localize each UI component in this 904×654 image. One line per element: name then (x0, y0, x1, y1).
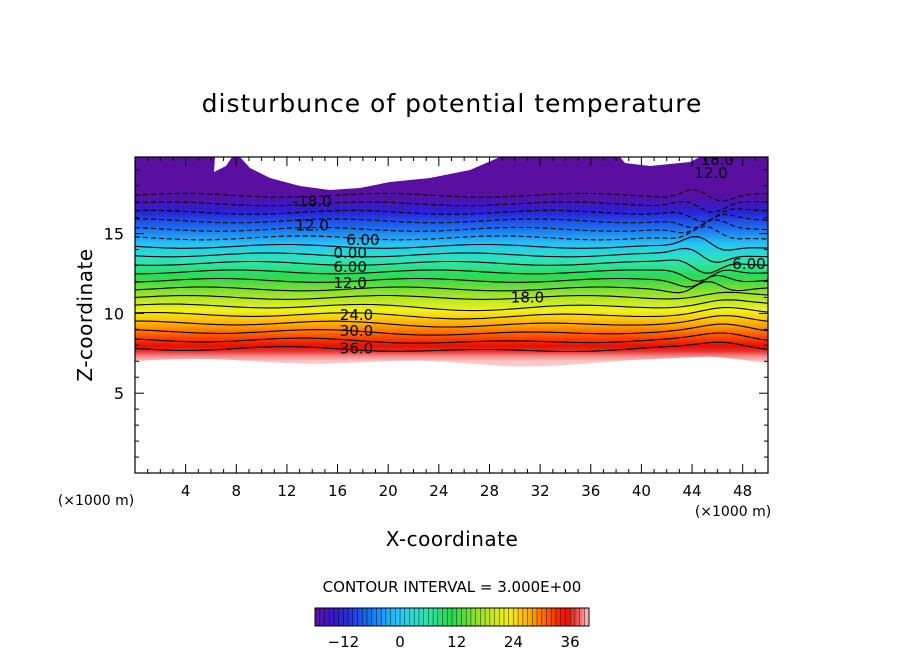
contour-line-3 (135, 247, 768, 263)
x-tick-label-40: 40 (632, 482, 651, 500)
y-axis-label: Z-coordinate (73, 248, 97, 381)
contour-line-6 (135, 259, 768, 274)
y-tick-label-15: 15 (104, 225, 124, 244)
contour-line-27 (135, 315, 768, 328)
contour-line-neg18 (135, 189, 768, 202)
contour-line-33 (135, 332, 768, 344)
undefined-patches (214, 157, 700, 190)
colorbar-segments (319, 608, 585, 626)
contour-line-12 (135, 274, 768, 288)
y-axis: 5 10 15 (104, 169, 768, 458)
contour-label-13: 6.00 (732, 255, 765, 273)
x-tick-label-36: 36 (581, 482, 600, 500)
colorbar-tick-label-1: 0 (395, 633, 405, 651)
contour-interval-text: CONTOUR INTERVAL = 3.000E+00 (323, 578, 582, 596)
contour-line-neg6 (135, 219, 768, 234)
contour-line-neg3 (135, 225, 768, 241)
contour-lines (135, 189, 768, 353)
contour-label-1: -18.0 (293, 193, 332, 211)
contour-line-neg9 (135, 213, 768, 229)
y-tick-label-10: 10 (104, 304, 124, 323)
contour-line-neg15 (135, 200, 768, 213)
contour-line-9 (135, 269, 768, 282)
contour-label-12: 12.0 (694, 164, 727, 182)
undefined-patch-2 (214, 157, 232, 172)
contour-label-5: 6.00 (333, 258, 366, 276)
x-axis-label: X-coordinate (386, 527, 519, 551)
x-tick-label-24: 24 (429, 482, 448, 500)
undefined-patch-3 (620, 157, 700, 166)
contour-label-2: 12.0 (295, 217, 328, 235)
contour-label-7: 18.0 (511, 288, 544, 306)
x-tick-label-8: 8 (232, 482, 242, 500)
x-tick-label-12: 12 (277, 482, 296, 500)
contour-label-10: 36.0 (340, 340, 373, 358)
colorbar-ticks: −12 0 12 24 36 (328, 633, 580, 651)
contour-line-15 (135, 281, 768, 294)
colorbar-tick-label-0: −12 (328, 633, 360, 651)
undefined-patch-1 (240, 157, 500, 190)
x-tick-label-48: 48 (733, 482, 752, 500)
contour-label-4: 0.00 (333, 244, 366, 262)
contour-line-18 (135, 291, 768, 300)
x-tick-label-28: 28 (480, 482, 499, 500)
colorbar-tick-label-2: 12 (447, 633, 466, 651)
x-unit-left: (×1000 m) (58, 493, 134, 509)
contour-label-11: 18.0 (701, 151, 734, 169)
colorbar-tick-label-4: 36 (561, 633, 580, 651)
contour-label-9: 30.0 (340, 322, 373, 340)
contour-line-0 (135, 236, 768, 251)
contour-line-30 (135, 323, 768, 336)
contour-label-3: 6.00 (346, 231, 379, 249)
contour-line-21 (135, 299, 768, 312)
colorbar-tick-label-3: 24 (504, 633, 523, 651)
x-tick-label-4: 4 (181, 482, 191, 500)
x-tick-label-32: 32 (531, 482, 550, 500)
contour-line-24 (135, 306, 768, 320)
plot-area: -18.012.06.000.006.0012.018.024.030.036.… (135, 151, 768, 367)
contour-line-neg12 (135, 208, 768, 223)
x-unit-right: (×1000 m) (695, 504, 771, 520)
x-axis: 4 8 12 16 20 24 28 32 36 40 44 48 (147, 157, 769, 500)
x-tick-label-44: 44 (682, 482, 701, 500)
x-tick-label-16: 16 (328, 482, 347, 500)
contour-label-6: 12.0 (333, 274, 366, 292)
contour-label-8: 24.0 (340, 306, 373, 324)
chart-title: disturbunce of potential temperature (202, 89, 703, 118)
y-tick-label-5: 5 (114, 384, 124, 403)
x-tick-label-20: 20 (379, 482, 398, 500)
contour-line-36 (135, 341, 768, 353)
contour-labels: -18.012.06.000.006.0012.018.024.030.036.… (293, 151, 766, 358)
